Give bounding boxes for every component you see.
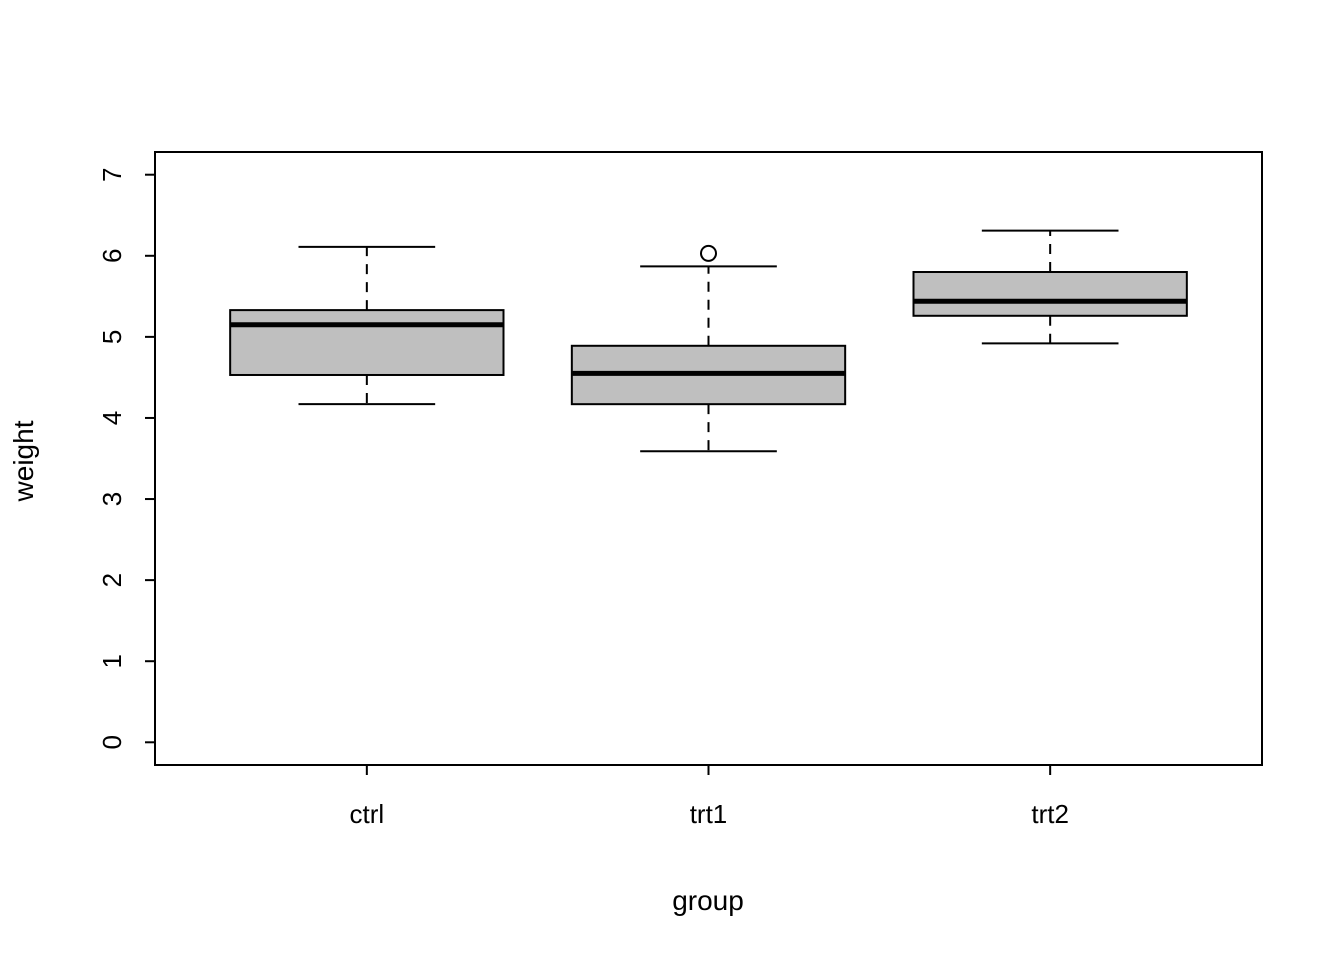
- y-axis-tick-label: 4: [97, 411, 127, 425]
- y-axis-tick-label: 1: [97, 654, 127, 668]
- y-axis-tick-label: 0: [97, 735, 127, 749]
- y-axis-title: weight: [8, 420, 39, 502]
- plot-frame: [154, 151, 1263, 766]
- y-axis-tick-label: 7: [97, 167, 127, 181]
- x-tick-label-trt2: trt2: [1031, 799, 1069, 829]
- box-ctrl: [229, 309, 505, 376]
- box-trt2: [912, 271, 1188, 317]
- x-axis-title: group: [672, 885, 744, 916]
- x-tick-label-trt1: trt1: [690, 799, 728, 829]
- y-axis-tick-label: 2: [97, 573, 127, 587]
- y-axis-tick-label: 6: [97, 249, 127, 263]
- y-axis-tick-label: 5: [97, 330, 127, 344]
- x-tick-label-ctrl: ctrl: [349, 799, 384, 829]
- y-axis-tick-label: 3: [97, 492, 127, 506]
- outlier-point-trt1: [700, 244, 717, 262]
